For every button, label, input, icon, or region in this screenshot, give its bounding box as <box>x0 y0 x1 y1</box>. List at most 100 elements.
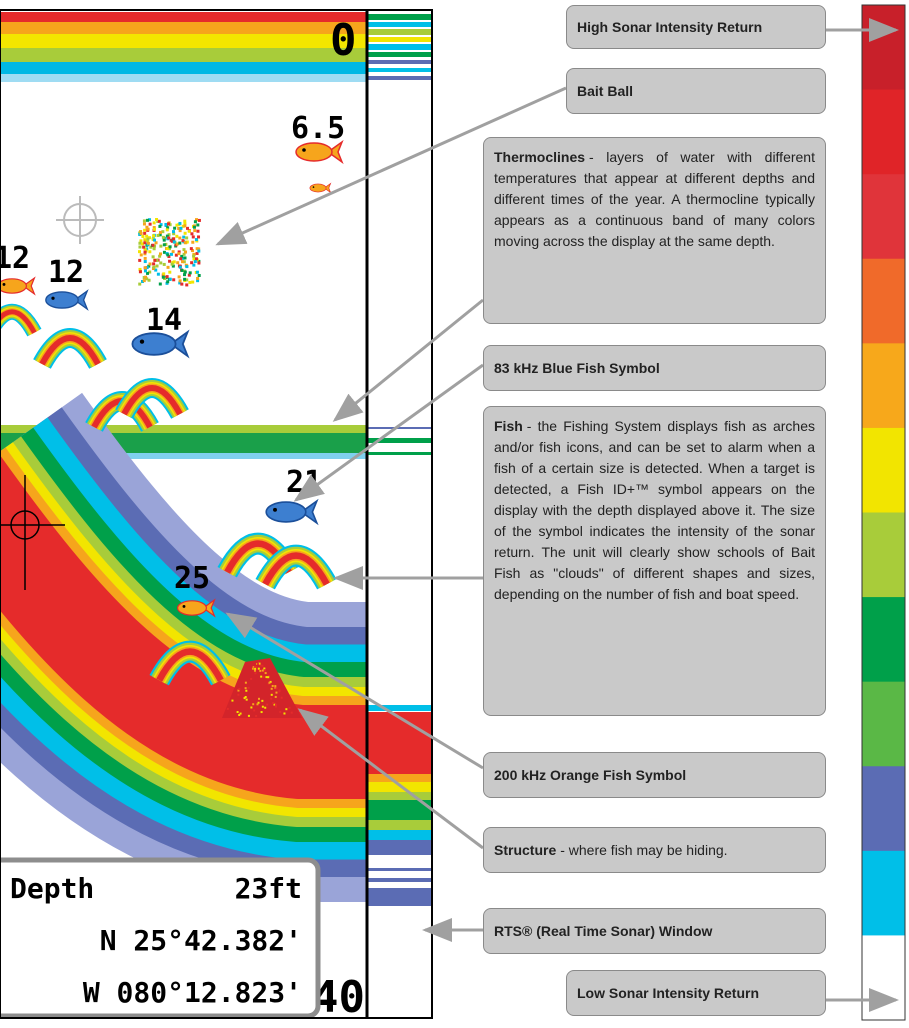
bait-dot <box>165 281 169 285</box>
fish-eye <box>312 186 315 188</box>
fish-tail <box>22 276 36 296</box>
bait-dot <box>193 220 197 224</box>
fish-body <box>45 291 79 309</box>
fish-depth: 6.5 <box>291 111 345 146</box>
bait-dot <box>171 250 175 254</box>
fish-icon <box>0 276 36 296</box>
callout: Thermoclines - layers of water with diffe… <box>483 137 826 324</box>
bait-dot <box>182 260 186 264</box>
bait-dot <box>181 260 185 264</box>
structure-dot <box>274 695 277 698</box>
structure-dot <box>250 677 253 680</box>
scale-swatch <box>862 597 905 683</box>
structure-dot <box>257 667 260 670</box>
bait-dot <box>152 226 156 230</box>
bait-dot <box>143 238 147 242</box>
structure-dot <box>257 697 260 700</box>
structure-dot <box>255 665 258 668</box>
structure-dot <box>231 699 234 702</box>
bait-dot <box>189 247 193 251</box>
structure-dot <box>261 664 264 667</box>
fish-depth: 12 <box>0 241 30 276</box>
bait-dot <box>147 278 151 282</box>
arrows <box>215 18 899 1012</box>
bait-dot <box>141 242 145 246</box>
callout-text: - the Fishing System displays fish as ar… <box>494 418 815 602</box>
bait-dot <box>177 250 181 254</box>
fish-arch <box>121 385 183 416</box>
structure-dot <box>265 676 268 679</box>
bait-dot <box>139 239 143 243</box>
callout-title: 200 kHz Orange Fish Symbol <box>494 766 687 783</box>
bait-dot <box>192 253 196 257</box>
bait-dot <box>197 218 201 222</box>
bait-dot <box>167 236 171 240</box>
bait-dot <box>147 264 151 268</box>
bait-dot <box>155 218 159 222</box>
bait-dot <box>171 230 175 234</box>
fish-body <box>176 600 208 616</box>
bait-dot <box>151 255 155 259</box>
bait-dot <box>154 241 158 245</box>
structure-dot <box>273 703 276 706</box>
bait-dot <box>194 238 198 242</box>
bait-dot <box>154 268 158 272</box>
structure-dot <box>279 710 282 713</box>
bait-dot <box>196 229 200 233</box>
structure-dot <box>239 712 242 715</box>
bait-dot <box>156 234 160 238</box>
structure-dot <box>238 714 241 717</box>
bait-dot <box>177 226 181 230</box>
bait-dot <box>148 222 152 226</box>
bait-dot <box>197 235 201 239</box>
structure-dot <box>290 711 293 714</box>
bait-dot <box>181 239 185 243</box>
structure-dot <box>260 675 263 678</box>
bait-dot <box>162 262 166 266</box>
bait-dot <box>181 224 185 228</box>
structure-dot <box>237 693 240 696</box>
bait-dot <box>183 270 187 274</box>
bait-dot <box>180 282 184 286</box>
structure-dot <box>245 689 248 692</box>
bait-dot <box>172 260 176 264</box>
structure-dot <box>236 711 239 714</box>
structure-dot <box>244 681 247 684</box>
structure-dot <box>238 688 241 691</box>
scale-swatch <box>862 5 905 91</box>
bait-dot <box>146 218 150 222</box>
bait-dot <box>183 241 187 245</box>
structure-dot <box>247 686 250 689</box>
bait-dot <box>183 273 187 277</box>
callout-title: 83 kHz Blue Fish Symbol <box>494 359 660 376</box>
structure-dot <box>274 686 277 689</box>
structure-dot <box>252 667 255 670</box>
bait-dot <box>145 277 149 281</box>
bait-dot <box>159 230 163 234</box>
bait-dot <box>169 252 173 256</box>
structure-dot <box>255 714 258 717</box>
fish-tail <box>299 498 319 526</box>
fish-eye <box>2 282 6 286</box>
structure-dot <box>264 706 267 709</box>
bait-dot <box>157 219 161 223</box>
fish-arch <box>39 335 101 366</box>
fish-eye <box>302 148 306 152</box>
bait-dot <box>185 283 189 287</box>
bait-dot <box>145 234 149 238</box>
bait-dot <box>187 273 191 277</box>
bait-dot <box>166 280 170 284</box>
bait-dot <box>146 241 150 245</box>
structure-dot <box>254 672 257 675</box>
bait-dot <box>178 241 182 245</box>
scale-swatch <box>862 89 905 175</box>
bait-dot <box>156 272 160 276</box>
bait-dot <box>185 226 189 230</box>
bait-dot <box>142 279 146 283</box>
structure-dot <box>274 705 277 708</box>
fish-icon <box>265 498 319 526</box>
callout: Fish - the Fishing System displays fish a… <box>483 406 826 716</box>
structure-dot <box>253 666 256 669</box>
bait-dot <box>138 270 142 274</box>
callout-title: High Sonar Intensity Return <box>577 18 763 35</box>
